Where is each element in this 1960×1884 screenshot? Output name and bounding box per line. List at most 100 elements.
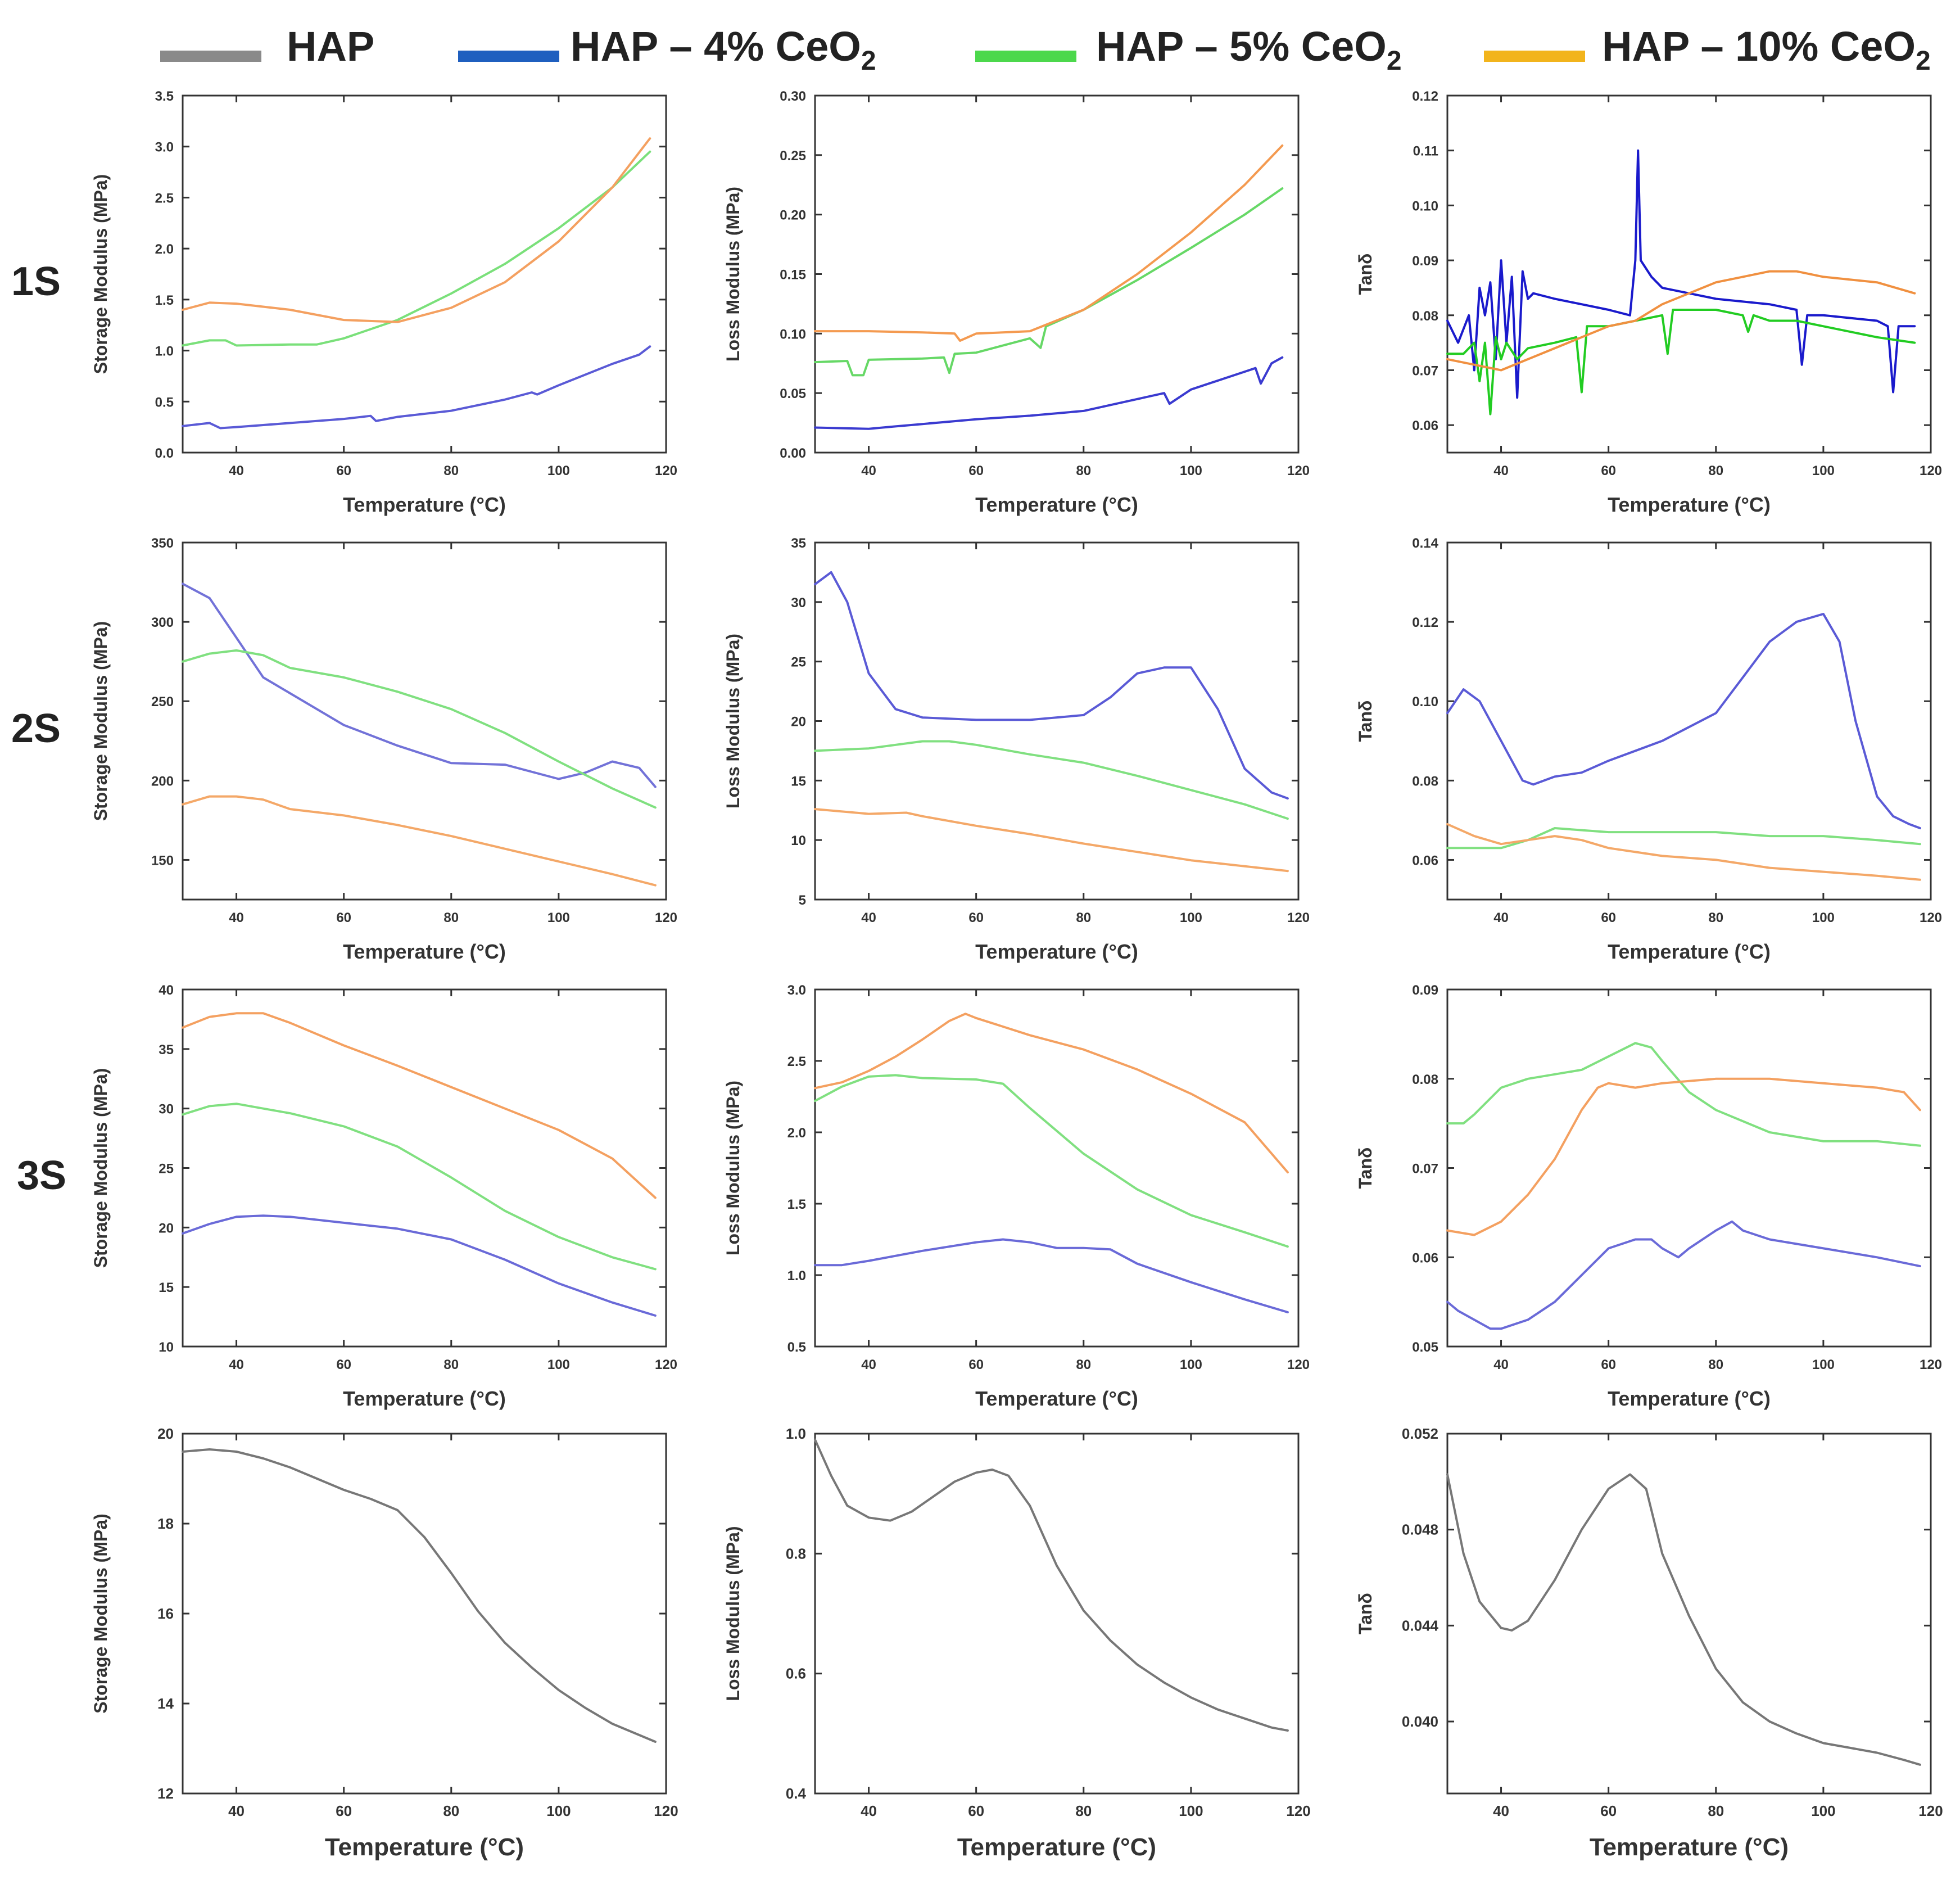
series-line-0 xyxy=(1446,613,1921,829)
x-tick-label: 60 xyxy=(336,1802,352,1819)
y-axis-label: Tanδ xyxy=(1355,254,1375,295)
y-tick-label: 0.044 xyxy=(1402,1617,1439,1634)
chart-3S-tan: 40 60 80 100 120 0.05 0.06 0.07 0.08 0.09 Temperat… xyxy=(1355,983,1942,1410)
series-line-1 xyxy=(814,187,1284,377)
x-axis-label: Temperature (°C) xyxy=(957,1833,1156,1861)
y-tick-label: 18 xyxy=(157,1515,174,1532)
x-tick-label: 80 xyxy=(443,1357,459,1372)
x-axis-label: Temperature (°C) xyxy=(975,940,1138,963)
y-tick-label: 0.10 xyxy=(780,327,806,342)
x-tick-label: 60 xyxy=(968,1802,984,1819)
x-tick-label: 60 xyxy=(1601,1357,1616,1372)
series-line-1 xyxy=(814,1074,1289,1248)
plot-frame xyxy=(814,94,1300,454)
y-tick-label: 0.25 xyxy=(780,148,806,164)
x-tick-label: 100 xyxy=(1812,463,1835,478)
y-tick-label: 0.08 xyxy=(1412,774,1438,789)
x-tick-label: 60 xyxy=(1601,463,1616,478)
y-tick-label: 0.12 xyxy=(1412,615,1438,630)
x-tick-label: 120 xyxy=(1286,1802,1310,1819)
y-tick-label: 30 xyxy=(159,1102,174,1117)
y-axis-label: Loss Modulus (MPa) xyxy=(723,187,743,362)
x-tick-label: 40 xyxy=(861,1802,877,1819)
x-tick-label: 40 xyxy=(861,910,876,925)
plot-frame xyxy=(1446,1433,1932,1795)
x-tick-label: 40 xyxy=(229,910,244,925)
y-axis-label: Storage Modulus (MPa) xyxy=(90,621,111,821)
y-axis-label: Tanδ xyxy=(1355,1147,1375,1189)
x-tick-label: 120 xyxy=(1287,463,1310,478)
chart-2S-loss: 40 60 80 100 120 5 10 15 20 25 30 35 Temperature (°C… xyxy=(723,536,1310,963)
x-axis-label: Temperature (°C) xyxy=(325,1833,524,1861)
x-tick-label: 40 xyxy=(229,463,244,478)
y-tick-label: 1.5 xyxy=(787,1197,806,1212)
y-tick-label: 0.052 xyxy=(1402,1425,1438,1442)
y-tick-label: 20 xyxy=(791,715,806,730)
x-tick-label: 80 xyxy=(1708,910,1723,925)
y-tick-label: 0.14 xyxy=(1412,536,1438,551)
y-tick-label: 15 xyxy=(791,774,806,789)
y-tick-label: 0.10 xyxy=(1412,694,1438,710)
x-tick-label: 100 xyxy=(547,1357,570,1372)
y-tick-label: 40 xyxy=(159,983,174,998)
y-tick-label: 2.5 xyxy=(787,1054,806,1069)
x-tick-label: 40 xyxy=(1493,1802,1509,1819)
legend-swatch-10pct xyxy=(1484,51,1585,62)
series-line-1 xyxy=(182,150,651,347)
y-tick-label: 150 xyxy=(151,853,174,868)
x-tick-label: 80 xyxy=(1708,463,1723,478)
y-tick-label: 0.0 xyxy=(155,446,174,461)
y-tick-label: 0.5 xyxy=(155,395,174,410)
y-tick-label: 5 xyxy=(799,893,806,908)
x-axis-label: Temperature (°C) xyxy=(1590,1833,1789,1861)
y-tick-label: 0.6 xyxy=(786,1665,806,1682)
x-tick-label: 80 xyxy=(443,910,459,925)
y-tick-label: 0.5 xyxy=(787,1340,806,1355)
x-axis-label: Temperature (°C) xyxy=(343,1387,506,1410)
y-tick-label: 10 xyxy=(791,833,806,848)
y-tick-label: 35 xyxy=(159,1042,174,1058)
series-line-2 xyxy=(182,137,651,323)
chart-2S-storage: 40 60 80 100 120 150 200 250 300 350 Temperature (… xyxy=(90,536,677,963)
series-line-2 xyxy=(814,1013,1289,1174)
series-line-0 xyxy=(1446,1473,1921,1766)
y-tick-label: 12 xyxy=(157,1785,174,1802)
y-tick-label: 0.08 xyxy=(1412,309,1438,324)
series-line-0 xyxy=(182,1214,657,1317)
y-tick-label: 3.0 xyxy=(155,140,174,155)
y-tick-label: 0.11 xyxy=(1413,144,1438,159)
y-tick-label: 250 xyxy=(151,694,174,710)
y-tick-label: 3.5 xyxy=(155,89,174,104)
plot-frame xyxy=(1446,94,1932,454)
x-tick-label: 100 xyxy=(1179,1802,1203,1819)
chart-1S-loss: 40 60 80 100 120 0.00 0.05 0.10 0.15 0.20 0.25 0.30… xyxy=(723,89,1310,516)
x-axis-label: Temperature (°C) xyxy=(343,940,506,963)
series-line-1 xyxy=(182,1103,657,1271)
y-axis-label: Loss Modulus (MPa) xyxy=(723,1526,743,1701)
x-tick-label: 60 xyxy=(336,910,351,925)
x-tick-label: 120 xyxy=(1287,1357,1310,1372)
x-tick-label: 80 xyxy=(1708,1802,1724,1819)
x-tick-label: 80 xyxy=(443,1802,459,1819)
y-axis-label: Tanδ xyxy=(1355,701,1375,742)
y-tick-label: 15 xyxy=(159,1280,174,1295)
x-tick-label: 100 xyxy=(546,1802,571,1819)
series-line-2 xyxy=(1446,823,1921,881)
y-tick-label: 0.06 xyxy=(1412,853,1438,868)
y-tick-label: 1.5 xyxy=(155,293,174,308)
x-tick-label: 80 xyxy=(443,463,459,478)
y-tick-label: 2.0 xyxy=(787,1126,806,1141)
chart-2S-tan: 40 60 80 100 120 0.06 0.08 0.10 0.12 0.14 Temperat… xyxy=(1355,536,1942,963)
y-tick-label: 300 xyxy=(151,615,174,630)
x-tick-label: 120 xyxy=(1920,910,1942,925)
y-tick-label: 0.8 xyxy=(786,1545,806,1562)
x-tick-label: 100 xyxy=(547,463,570,478)
x-tick-label: 40 xyxy=(229,1357,244,1372)
plot-frame xyxy=(182,94,667,454)
x-tick-label: 100 xyxy=(547,910,570,925)
row-label-2s: 2S xyxy=(11,706,61,751)
x-axis-label: Temperature (°C) xyxy=(343,493,506,516)
y-tick-label: 0.09 xyxy=(1412,254,1438,269)
row-label-3s: 3S xyxy=(17,1153,67,1198)
y-tick-label: 10 xyxy=(159,1340,174,1355)
